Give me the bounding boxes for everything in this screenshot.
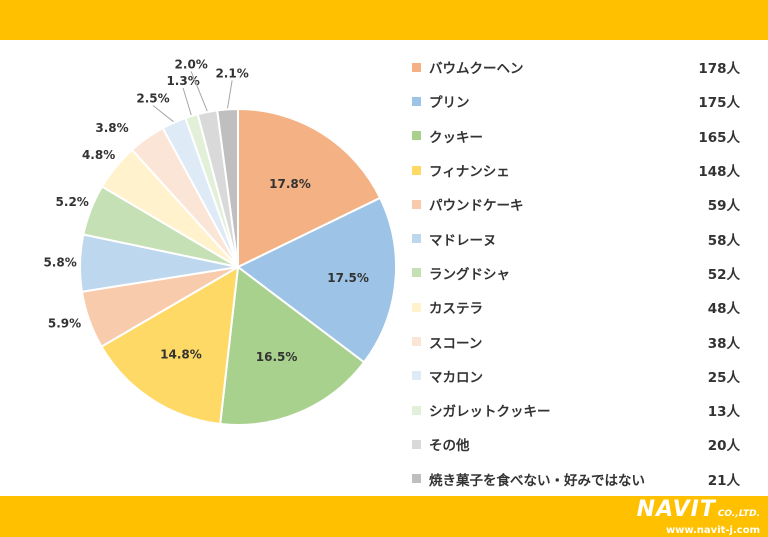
pie-slice-1 [237, 107, 382, 269]
legend-count: 165人 [698, 129, 740, 146]
legend-label: パウンドケーキ [429, 198, 524, 215]
slice-label-11: 1.3% [166, 74, 199, 88]
legend-label: マドレーヌ [429, 232, 497, 249]
legend-item-9: スコーン 38人 [412, 324, 752, 358]
slice-label-5: 5.9% [48, 316, 81, 330]
legend-item-2: プリン 175人 [412, 84, 752, 118]
legend-item-4: フィナンシェ 148人 [412, 153, 752, 187]
legend-swatch [412, 474, 421, 484]
bottom-banner [0, 496, 768, 537]
legend-label: カステラ [429, 301, 483, 318]
legend-swatch [412, 234, 421, 244]
legend-label: マカロン [429, 369, 483, 386]
legend-label: シガレットクッキー [429, 404, 551, 421]
legend-count: 25人 [707, 369, 740, 386]
legend-swatch [412, 268, 421, 278]
legend-item-7: ラングドシャ 52人 [412, 256, 752, 290]
legend-swatch [412, 302, 421, 312]
leader-line-11 [182, 87, 192, 116]
top-banner [0, 0, 768, 40]
legend-item-8: カステラ 48人 [412, 290, 752, 324]
legend-item-11: シガレットクッキー 13人 [412, 393, 752, 427]
slice-label-7: 5.2% [56, 195, 89, 209]
leader-line-10 [152, 105, 174, 123]
legend-swatch [412, 96, 421, 106]
legend-swatch [412, 199, 421, 209]
legend-label: フィナンシェ [429, 164, 510, 181]
logo-name: NAVIT [636, 497, 716, 522]
legend-item-3: クッキー 165人 [412, 119, 752, 153]
legend-count: 59人 [707, 198, 740, 215]
pie-slice-3 [219, 265, 366, 426]
legend-count: 58人 [707, 232, 740, 249]
legend-item-6: マドレーヌ 58人 [412, 221, 752, 255]
legend-count: 38人 [707, 335, 740, 352]
leader-line-12 [190, 71, 208, 112]
legend-count: 20人 [707, 438, 740, 455]
legend-label: クッキー [429, 129, 483, 146]
legend-swatch [412, 371, 421, 381]
slice-label-6: 5.8% [43, 256, 76, 270]
legend-item-10: マカロン 25人 [412, 359, 752, 393]
company-logo: NAVIT CO.,LTD. www.navit-j.com [637, 499, 760, 537]
slice-label-10: 2.5% [136, 92, 169, 106]
slice-label-12: 2.0% [175, 57, 208, 71]
legend-swatch [412, 405, 421, 415]
legend-label: 焼き菓子を食べない・好みではない [429, 472, 645, 489]
legend-count: 48人 [707, 301, 740, 318]
slice-label-1: 17.8% [269, 177, 311, 191]
legend-count: 175人 [698, 95, 740, 112]
legend-count: 21人 [707, 472, 740, 489]
legend-label: プリン [429, 95, 470, 112]
pie-slice-4 [100, 265, 240, 426]
pie-slice-2 [236, 196, 397, 364]
slice-label-13: 2.1% [215, 66, 248, 80]
slice-label-3: 16.5% [256, 350, 298, 364]
slice-label-8: 4.8% [82, 148, 115, 162]
pie-slice-13 [216, 107, 239, 268]
legend-count: 148人 [698, 164, 740, 181]
legend-item-12: その他 20人 [412, 427, 752, 461]
logo-url: www.navit-j.com [665, 525, 760, 536]
legend-label: その他 [429, 438, 470, 455]
slice-label-9: 3.8% [95, 121, 128, 135]
legend-count: 52人 [707, 266, 740, 283]
legend-count: 13人 [707, 404, 740, 421]
legend: バウムクーヘン 178人プリン 175人クッキー 165人フィナンシェ 148人パウンド… [412, 50, 752, 496]
slice-label-4: 14.8% [160, 347, 202, 361]
pie-chart: 17.8% 17.5% 16.5% 14.8% 5.9% 5.8% 5.2% 4.8% 3.8%… [43, 57, 397, 426]
legend-swatch [412, 165, 421, 175]
legend-swatch [412, 337, 421, 347]
legend-label: ラングドシャ [429, 266, 510, 283]
leader-line-13 [227, 80, 233, 109]
legend-item-13: 焼き菓子を食べない・好みではない 21人 [412, 462, 752, 496]
legend-swatch [412, 62, 421, 72]
legend-swatch [412, 439, 421, 449]
legend-swatch [412, 131, 421, 141]
legend-item-1: バウムクーヘン 178人 [412, 50, 752, 84]
legend-item-5: パウンドケーキ 59人 [412, 187, 752, 221]
logo-suffix: CO.,LTD. [717, 509, 760, 519]
legend-count: 178人 [698, 61, 740, 78]
legend-label: バウムクーヘン [429, 61, 524, 78]
slice-label-2: 17.5% [327, 271, 369, 285]
legend-label: スコーン [429, 335, 483, 352]
